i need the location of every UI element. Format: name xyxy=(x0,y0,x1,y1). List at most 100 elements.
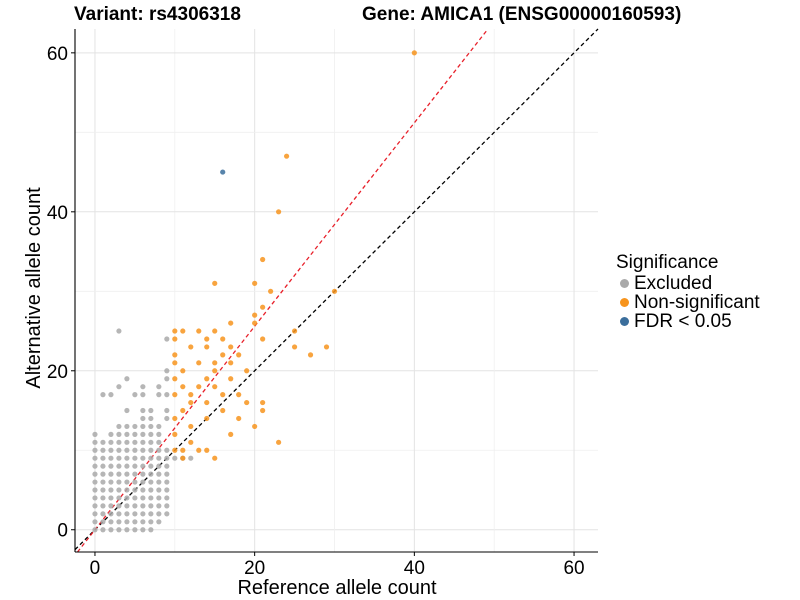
excluded-point xyxy=(140,431,146,437)
excluded-point xyxy=(124,423,130,430)
legend-item-fdr: FDR < 0.05 xyxy=(616,311,796,332)
excluded-point xyxy=(124,503,130,509)
excluded-point xyxy=(92,487,98,493)
excluded-point xyxy=(140,439,146,445)
non-significant-point xyxy=(180,447,186,453)
excluded-point xyxy=(100,455,106,461)
excluded-point xyxy=(100,471,106,477)
excluded-point xyxy=(140,423,146,430)
excluded-point xyxy=(124,527,130,533)
excluded-point xyxy=(140,471,146,477)
excluded-point xyxy=(100,392,106,398)
excluded-point xyxy=(124,479,130,485)
excluded-point xyxy=(164,495,170,501)
legend-label-excluded: Excluded xyxy=(634,272,713,294)
excluded-point xyxy=(148,455,154,461)
excluded-point xyxy=(140,479,146,485)
excluded-point xyxy=(132,455,138,461)
tick-labels: 0 20 40 60 0 20 40 60 xyxy=(47,44,585,579)
non-significant-point xyxy=(244,399,250,406)
non-significant-point xyxy=(212,328,218,334)
excluded-point xyxy=(140,392,146,398)
excluded-point xyxy=(116,487,122,493)
non-significant-point xyxy=(260,407,266,414)
non-significant-point xyxy=(228,431,234,437)
y-axis-title: Alternative allele count xyxy=(23,187,45,389)
excluded-point xyxy=(164,455,170,461)
excluded-point xyxy=(148,503,154,509)
excluded-point xyxy=(132,471,138,477)
fdr-point xyxy=(220,169,226,175)
excluded-point xyxy=(116,431,122,437)
non-significant-point xyxy=(252,320,258,326)
excluded-point xyxy=(148,511,154,517)
excluded-point xyxy=(148,519,154,525)
excluded-point xyxy=(148,415,154,422)
excluded-point xyxy=(132,431,138,437)
non-significant-point xyxy=(228,360,234,366)
excluded-point xyxy=(92,511,98,517)
excluded-point xyxy=(140,455,146,461)
excluded-point xyxy=(156,463,162,469)
excluded-point xyxy=(164,487,170,493)
excluded-point xyxy=(124,495,130,501)
excluded-point xyxy=(156,455,162,461)
non-significant-point xyxy=(276,209,282,215)
excluded-point xyxy=(140,463,146,469)
excluded-point xyxy=(164,392,170,398)
excluded-point xyxy=(156,487,162,493)
non-significant-point xyxy=(172,336,178,342)
excluded-point xyxy=(116,479,122,485)
excluded-point xyxy=(148,479,154,485)
non-significant-point xyxy=(260,336,266,342)
non-significant-point xyxy=(244,368,250,374)
excluded-point xyxy=(124,431,130,437)
excluded-point xyxy=(116,471,122,477)
non-significant-point xyxy=(212,360,218,366)
excluded-point xyxy=(100,511,106,517)
non-significant-point xyxy=(188,423,194,430)
fitted-line xyxy=(76,28,489,553)
non-significant-point xyxy=(196,360,202,366)
excluded-point xyxy=(116,503,122,509)
non-significant-point xyxy=(180,384,186,390)
non-significant-point xyxy=(172,415,178,422)
excluded-point xyxy=(148,439,154,445)
excluded-point xyxy=(156,471,162,477)
excluded-point xyxy=(156,392,162,398)
excluded-point xyxy=(164,511,170,517)
excluded-point xyxy=(164,336,170,342)
non-significant-point xyxy=(172,328,178,334)
non-significant-point xyxy=(228,344,234,350)
excluded-point xyxy=(124,519,130,525)
non-significant-point xyxy=(188,392,194,398)
excluded-point xyxy=(108,392,114,398)
excluded-point xyxy=(116,527,122,533)
excluded-point xyxy=(108,495,114,501)
non-significant-point xyxy=(172,447,178,453)
non-significant-point xyxy=(180,368,186,374)
excluded-point xyxy=(116,328,122,334)
excluded-point xyxy=(132,439,138,445)
excluded-point xyxy=(156,479,162,485)
excluded-point xyxy=(124,487,130,493)
non-significant-point xyxy=(228,320,234,326)
excluded-point xyxy=(156,519,162,525)
excluded-point xyxy=(92,455,98,461)
excluded-point xyxy=(108,447,114,453)
excluded-point xyxy=(116,519,122,525)
excluded-point xyxy=(148,431,154,437)
excluded-point xyxy=(148,447,154,453)
excluded-point xyxy=(124,439,130,445)
excluded-point xyxy=(108,511,114,517)
non-significant-point xyxy=(172,352,178,358)
non-significant-point xyxy=(196,447,202,453)
excluded-point xyxy=(100,519,106,525)
legend-title: Significance xyxy=(616,252,719,273)
non-significant-point xyxy=(220,392,226,398)
excluded-point xyxy=(148,527,154,533)
excluded-point xyxy=(116,455,122,461)
excluded-point xyxy=(132,423,138,430)
excluded-point xyxy=(100,503,106,509)
non-significant-point xyxy=(260,304,266,310)
